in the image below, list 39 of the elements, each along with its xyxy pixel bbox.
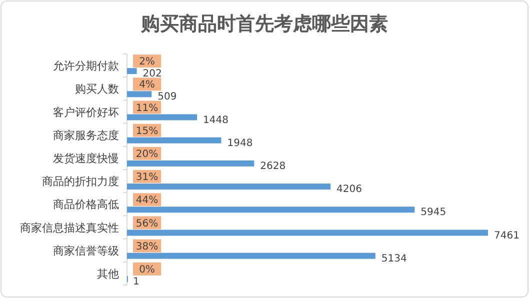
bar [127,114,198,120]
y-tick-label: 其他 [97,267,119,280]
y-tick-label: 商品价格高低 [53,198,119,212]
data-label: 5134 [381,253,407,264]
bar [127,68,137,74]
data-label: 509 [158,92,177,103]
bar [127,230,488,236]
data-label: 1948 [227,138,253,149]
data-label: 4206 [336,184,362,196]
annotation: 44% [136,195,158,206]
annotation: 0% [139,264,155,276]
annotation: 31% [136,172,158,184]
data-label: 2628 [260,160,286,172]
data-label: 7461 [494,230,520,242]
annotation: 20% [136,148,158,160]
annotation: 38% [136,241,158,252]
annotation: 56% [136,218,158,230]
y-tick-label: 商品的折扣力度 [42,175,119,188]
y-tick-label: 允许分期付款 [53,60,119,73]
annotation: 2% [139,56,155,68]
bar [127,137,222,144]
y-tick-label: 商家服务态度 [53,128,119,142]
y-tick-label: 购买人数 [75,82,119,96]
data-label: 5945 [420,207,446,218]
data-label: 1 [133,276,140,288]
data-label: 202 [142,68,162,80]
annotation: 11% [136,102,158,114]
y-tick-label: 商家信誉等级 [53,244,119,258]
annotation: 15% [136,126,158,137]
annotation: 4% [139,80,155,91]
y-tick-label: 商家信息描述真实性 [20,221,119,234]
bar [127,252,376,259]
y-tick-label: 客户评价好坏 [53,106,119,119]
bar [127,206,415,213]
chart-title: 购买商品时首先考虑哪些因素 [140,13,388,35]
bar [127,160,254,166]
y-tick-label: 发货速度快慢 [53,152,119,165]
data-label: 1448 [203,114,229,126]
bar [127,184,331,190]
